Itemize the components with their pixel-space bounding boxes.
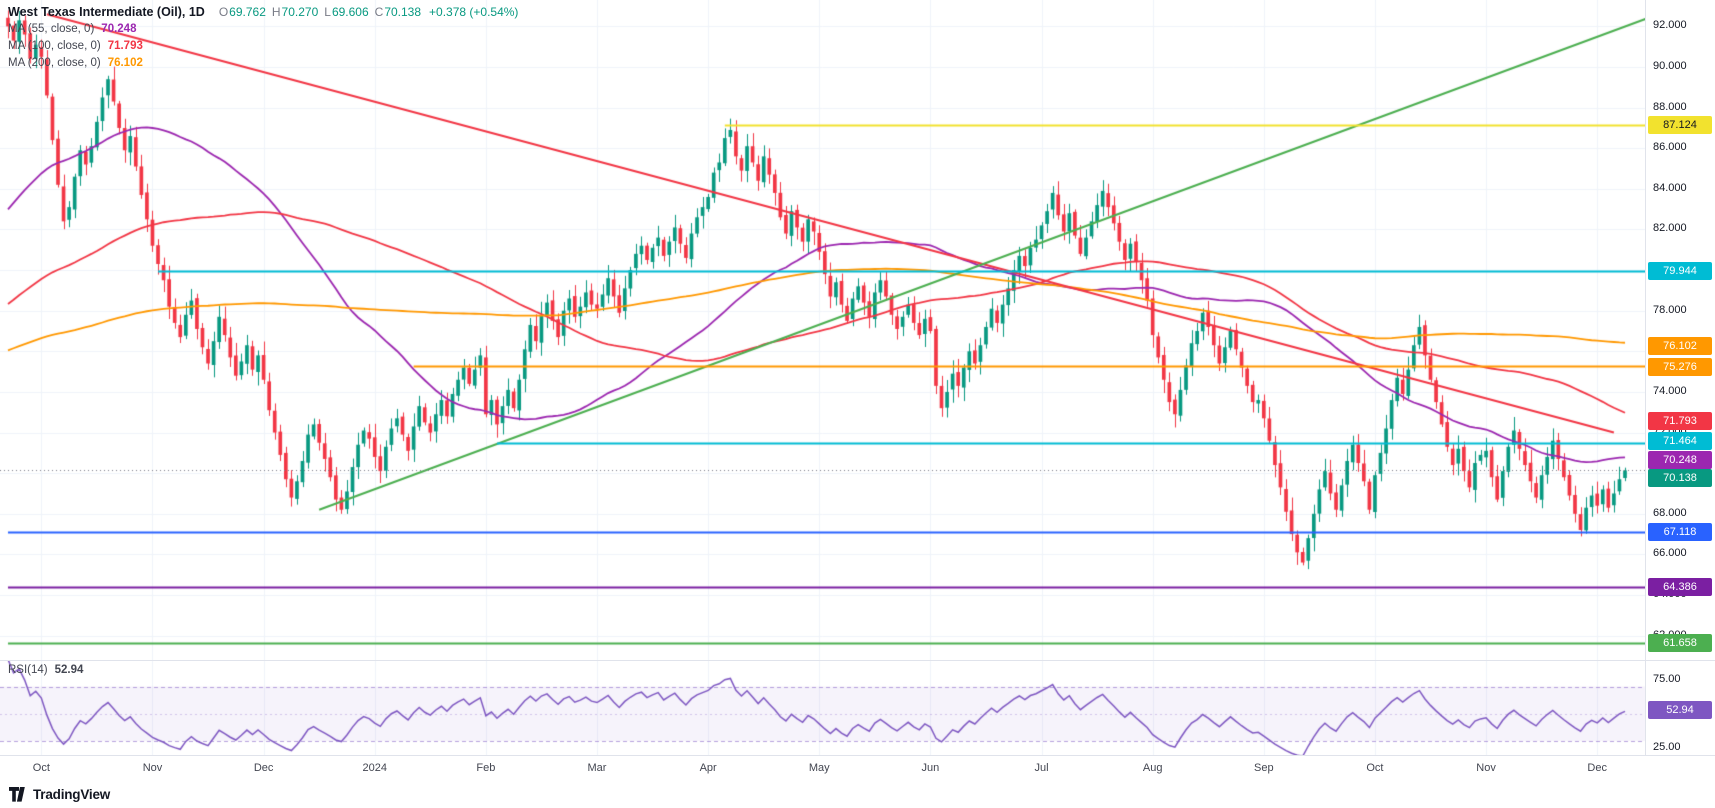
price-pane[interactable]: West Texas Intermediate (Oil), 1D O 69.7… [0,0,1715,660]
price-tick-label: 68.000 [1653,506,1687,519]
price-tick-label: 74.000 [1653,384,1687,397]
price-axis[interactable]: 92.00090.00088.00086.00084.00082.00080.0… [1645,0,1715,660]
price-tick-label: 66.000 [1653,547,1687,560]
ma-legend-item[interactable]: MA (55, close, 0) 70.248 [8,23,518,40]
ohlc-low-value: 69.606 [331,5,369,19]
price-badge: 70.138 [1648,469,1712,488]
price-badge: 67.118 [1648,522,1712,541]
price-badge: 64.386 [1648,578,1712,597]
rsi-legend-value: 52.94 [54,664,84,676]
price-badge: 71.793 [1648,411,1712,430]
time-axis-label: Dec [253,762,274,774]
ohlc-change: +0.378 (+0.54%) [429,5,519,19]
symbol-legend-row[interactable]: West Texas Intermediate (Oil), 1D O 69.7… [8,5,518,23]
time-axis-label: Dec [1587,762,1607,774]
ma-legend-value: 70.248 [101,23,137,35]
time-axis-label: Aug [1142,762,1163,774]
tradingview-logo[interactable]: TradingView [9,787,110,802]
rsi-legend-row[interactable]: RSI(14) 52.94 [8,664,83,676]
tradingview-logo-icon [9,787,25,802]
ohlc-close-label: C [374,5,384,19]
chart-legend: West Texas Intermediate (Oil), 1D O 69.7… [8,5,518,74]
time-axis-label: Sep [1254,762,1274,774]
price-tick-label: 88.000 [1653,100,1687,113]
time-axis-label: Jun [921,762,940,774]
time-axis-label: Apr [699,762,717,774]
price-tick-label: 78.000 [1653,303,1687,316]
ma-legend-value: 76.102 [107,57,143,69]
price-tick-label: 84.000 [1653,181,1687,194]
price-tick-label: 82.000 [1653,222,1687,235]
ma-legend: MA (55, close, 0) 70.248 MA (100, close, 0… [8,23,518,74]
price-chart-canvas[interactable] [0,0,1645,660]
time-axis-label: Nov [1476,762,1496,774]
ma-legend-label: MA (55, close, 0) [8,23,95,35]
ohlc-low-label: L [324,5,331,19]
ma-legend-label: MA (100, close, 0) [8,40,101,52]
ohlc-close-value: 70.138 [384,5,422,19]
price-badge: 70.248 [1648,451,1712,470]
ohlc-high-label: H [271,5,281,19]
ma-legend-item[interactable]: MA (200, close, 0) 76.102 [8,57,518,74]
rsi-canvas[interactable] [0,661,1645,756]
time-axis-label: Feb [476,762,496,774]
ma-legend-item[interactable]: MA (100, close, 0) 71.793 [8,40,518,57]
time-axis-label: Mar [587,762,607,774]
time-axis-label: Oct [1366,762,1384,774]
price-badge: 75.276 [1648,358,1712,377]
ma-legend-value: 71.793 [107,40,143,52]
time-axis[interactable]: Oct Nov Dec 2024 Feb Mar Apr May Jun Jul Aug Sep Oct… [0,755,1715,782]
ma-legend-label: MA (200, close, 0) [8,57,101,69]
ohlc-high-value: 70.270 [281,5,319,19]
rsi-tick-label: 25.00 [1653,740,1681,753]
time-axis-label: Oct [32,762,50,774]
price-tick-label: 92.000 [1653,19,1687,32]
price-badge: 87.124 [1648,116,1712,135]
rsi-value-badge: 52.94 [1648,700,1712,719]
price-badge: 71.464 [1648,432,1712,451]
rsi-tick-label: 75.00 [1653,672,1681,685]
time-axis-label: 2024 [362,762,387,774]
ohlc-open-label: O [218,5,229,19]
ohlc-open-value: 69.762 [229,5,266,19]
time-axis-label: May [808,762,830,774]
symbol-title[interactable]: West Texas Intermediate (Oil), 1D [8,5,205,19]
rsi-legend-label: RSI(14) [8,664,48,676]
price-tick-label: 90.000 [1653,60,1687,72]
price-badge: 79.944 [1648,262,1712,281]
price-tick-label: 86.000 [1653,141,1687,154]
tradingview-brand-text: TradingView [33,787,111,802]
footer: TradingView [0,781,1715,808]
time-axis-label: Jul [1034,762,1049,774]
time-axis-label: Nov [142,762,163,774]
price-badge: 61.658 [1648,633,1712,652]
price-badge: 76.102 [1648,337,1712,356]
